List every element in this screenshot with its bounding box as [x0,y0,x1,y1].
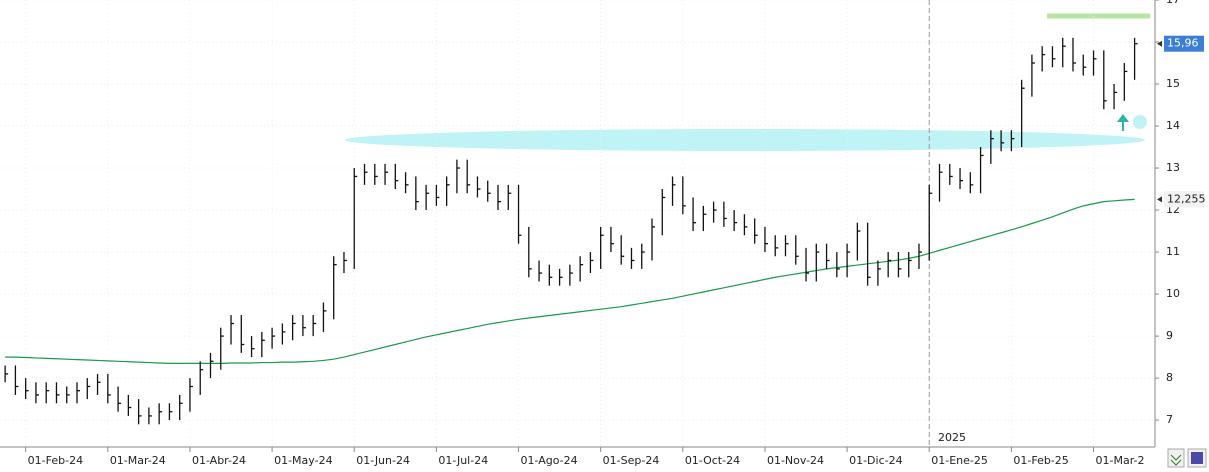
x-tick-label: 01-Oct-24 [685,454,740,467]
x-tick-label: 01-Dic-24 [849,454,903,467]
y-tick-label: 14 [1166,119,1180,132]
zoom-icon [1170,454,1182,466]
price-tag [1164,191,1204,208]
x-tick-label: 01-Nov-24 [767,454,824,467]
y-tick-label: 7 [1166,413,1173,426]
x-tick-label: 01-Ene-25 [931,454,988,467]
moving-average [5,198,1135,364]
price-tag-label: 15,96 [1167,37,1199,50]
y-tick-label: 11 [1166,245,1180,258]
price-pointer [1157,196,1162,203]
zoom-button[interactable] [1167,448,1185,468]
x-tick-label: 01-Mar-24 [110,454,166,467]
y-tick-label: 17 [1166,0,1180,6]
x-tick-label: 01-Ago-24 [521,454,578,467]
x-tick-label: 01-May-24 [274,454,332,467]
x-tick-label: 01-Abr-24 [192,454,246,467]
y-tick-label: 13 [1166,161,1180,174]
x-tick-label: 01-Mar-2 [1096,454,1145,467]
price-pointer [1157,40,1162,47]
y-tick-label: 8 [1166,371,1173,384]
x-tick-label: 01-Jul-24 [438,454,488,467]
price-tag [1164,35,1204,52]
save-icon [1191,452,1203,464]
price-tag-label: 12,255 [1167,192,1206,205]
x-tick-label: 01-Feb-24 [28,454,83,467]
marker [1133,115,1147,129]
support-zone [345,129,1145,151]
year-label: 2025 [938,431,966,444]
arrow-icon [1117,114,1129,131]
x-tick-label: 01-Sep-24 [603,454,660,467]
x-tick-label: 01-Jun-24 [356,454,410,467]
x-tick-label: 01-Feb-25 [1013,454,1068,467]
y-tick-label: 9 [1166,329,1173,342]
y-tick-label: 10 [1166,287,1180,300]
y-tick-label: 15 [1166,77,1180,90]
